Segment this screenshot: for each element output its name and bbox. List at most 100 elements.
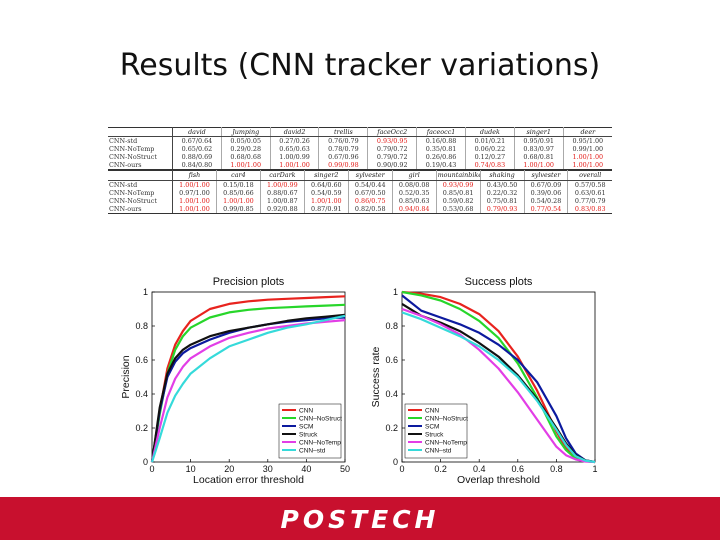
- footer-bar: POSTECH: [0, 497, 720, 540]
- column-header: sylvester: [524, 170, 569, 181]
- table-cell: 0.99/1.00: [572, 145, 604, 154]
- legend: CNNCNN–NoStructSCMStruckCNN–NoTempCNN–st…: [404, 403, 468, 459]
- table-cell: 0.67/0.09: [524, 180, 569, 189]
- table-cell: 1.00/1.00: [304, 196, 349, 205]
- y-tick-label: 0.4: [135, 389, 148, 399]
- table-cell: 0.79/0.72: [367, 153, 418, 162]
- table-cell: 0.85/0.81: [436, 188, 481, 197]
- series-line-0: [150, 295, 346, 463]
- table-cell: 1.00/1.00: [172, 196, 217, 205]
- table-cell: 0.57/0.58: [574, 180, 606, 189]
- table-cell: 1.00/1.00: [270, 161, 320, 171]
- chart-title: Success plots: [465, 276, 533, 288]
- x-tick-label: 10: [186, 464, 196, 474]
- legend-entry: CNN–NoStruct: [299, 416, 342, 423]
- y-tick-label: 0.6: [385, 355, 398, 365]
- table-row: CNN-NoStruct 0.88/0.69 0.68/0.68 1.00/0.99 0…: [108, 153, 612, 162]
- table-cell: 0.93/0.95: [367, 136, 418, 146]
- column-header: sylvester: [348, 170, 393, 181]
- x-tick-label: 20: [224, 464, 234, 474]
- column-header: faceocc1: [416, 126, 466, 138]
- x-tick-label: 0.2: [434, 464, 447, 474]
- legend-entry: CNN–NoTemp: [425, 440, 467, 447]
- column-header: [108, 126, 173, 138]
- table-cell: 0.54/0.59: [304, 188, 349, 197]
- table-cell: 0.83/0.97: [514, 145, 564, 154]
- legend-entry: CNN: [299, 408, 313, 415]
- table-cell: 0.64/0.60: [304, 180, 349, 189]
- table-cell: 0.99/0.98: [318, 161, 369, 171]
- y-tick-label: 1: [143, 287, 148, 297]
- table-cell: 0.01/0.21: [465, 136, 515, 146]
- column-header: girl: [392, 170, 437, 181]
- table-cell: 0.77/0.54: [524, 204, 569, 214]
- table-cell: 0.29/0.28: [221, 145, 271, 154]
- table-cell: 0.43/0.50: [480, 180, 525, 189]
- postech-logo: POSTECH: [280, 505, 440, 534]
- results-tables: david Jumping david2 trellis faceOcc2 faceocc…: [108, 126, 612, 214]
- table-cell: 0.77/0.79: [574, 196, 606, 205]
- table-row: CNN-std 1.00/1.00 0.15/0.18 1.00/0.99 0.64/0…: [108, 180, 612, 189]
- table-cell: 1.00/0.87: [260, 196, 305, 205]
- x-tick-label: 0: [149, 464, 154, 474]
- table-cell: 0.26/0.86: [416, 153, 466, 162]
- table-cell: 0.59/0.82: [436, 196, 481, 205]
- table-cell: 0.78/0.79: [318, 145, 369, 154]
- x-tick-label: 1: [592, 464, 597, 474]
- table-cell: 0.85/0.66: [216, 188, 261, 197]
- table-cell: 0.67/0.96: [318, 153, 369, 162]
- slide-title: Results (CNN tracker variations): [119, 48, 601, 83]
- y-tick-label: 0: [393, 457, 398, 467]
- table-cell: 1.00/1.00: [514, 161, 564, 171]
- column-header: carDark: [260, 170, 305, 181]
- series-line-4: [401, 307, 596, 464]
- table-cell: 0.75/0.81: [480, 196, 525, 205]
- table-cell: 0.27/0.26: [270, 136, 320, 146]
- row-label: CNN-std: [108, 180, 173, 189]
- column-header: faceOcc2: [367, 126, 418, 138]
- row-label: CNN-NoTemp: [108, 188, 173, 197]
- table-cell: 0.39/0.06: [524, 188, 569, 197]
- table-cell: 0.35/0.81: [416, 145, 466, 154]
- series-line-2: [150, 316, 346, 463]
- table-row: CNN-NoTemp 0.97/1.00 0.85/0.66 0.88/0.67 0.5…: [108, 188, 612, 197]
- column-header: Jumping: [221, 126, 271, 138]
- table-cell: 0.97/1.00: [172, 188, 217, 197]
- table-cell: 0.06/0.22: [465, 145, 515, 154]
- table-header-row: fish car4 carDark singer2 sylvester girl mount…: [108, 170, 612, 181]
- success-chart: Success plots 0 0.2 0.4 0.6 0.8 1 0 0.2 0.4 0.6 0.8…: [365, 268, 610, 498]
- legend-entry: CNN–NoTemp: [299, 440, 341, 447]
- table-cell: 0.82/0.58: [348, 204, 393, 214]
- row-label: CNN-ours: [108, 204, 173, 214]
- table-cell: 0.68/0.68: [221, 153, 271, 162]
- x-tick-label: 0.6: [512, 464, 525, 474]
- table-header-row: david Jumping david2 trellis faceOcc2 faceocc…: [108, 126, 612, 138]
- table-cell: 0.94/0.84: [392, 204, 437, 214]
- table-cell: 0.54/0.28: [524, 196, 569, 205]
- y-axis-label: Precision: [120, 355, 132, 398]
- x-tick-label: 0.8: [550, 464, 563, 474]
- table-cell: 0.83/0.83: [567, 204, 612, 214]
- column-header: car4: [216, 170, 261, 181]
- legend-entry: CNN–std: [425, 448, 452, 455]
- table-cell: 0.99/0.85: [216, 204, 261, 214]
- y-tick-label: 0.2: [135, 423, 148, 433]
- table-row: CNN-NoStruct 1.00/1.00 1.00/1.00 1.00/0.87 1…: [108, 196, 612, 205]
- column-header: overall: [567, 170, 612, 181]
- table-cell: 0.67/0.50: [348, 188, 393, 197]
- table-cell: 0.15/0.18: [216, 180, 261, 189]
- table-cell: 0.79/0.93: [480, 204, 525, 214]
- table-cell: 1.00/1.00: [216, 196, 261, 205]
- x-tick-label: 0: [399, 464, 404, 474]
- row-label: CNN-std: [108, 136, 173, 146]
- legend-entry: SCM: [299, 424, 313, 431]
- table-cell: 0.65/0.63: [270, 145, 320, 154]
- column-header: singer1: [514, 126, 564, 138]
- table-cell: 0.84/0.80: [172, 161, 222, 171]
- column-header: mountainbike: [436, 170, 481, 181]
- column-header: david: [172, 126, 222, 138]
- table-cell: 0.19/0.43: [416, 161, 466, 171]
- table-cell: 0.93/0.99: [436, 180, 481, 189]
- table-cell: 0.08/0.08: [392, 180, 437, 189]
- column-header: trellis: [318, 126, 369, 138]
